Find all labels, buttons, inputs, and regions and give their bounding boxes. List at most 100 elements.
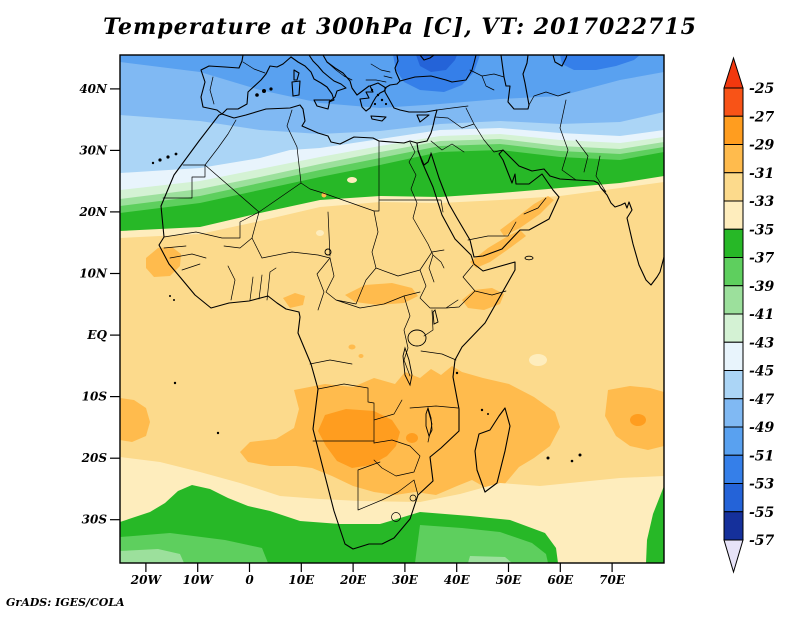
coastline-africa (158, 104, 516, 550)
shade-spot-pale-indianocean (529, 354, 547, 366)
colorbar-segment (723, 172, 744, 202)
coastline-mediterranean-north (221, 56, 292, 115)
borders-central-asia (528, 91, 607, 193)
coastline-sardinia (291, 80, 301, 97)
coastline-turkey-aegean-levant (384, 87, 438, 144)
shade-orange-core-27-29 (318, 409, 400, 468)
colorbar-segment (723, 257, 744, 287)
y-tick-label: 20S (81, 451, 108, 465)
colorbar-segment (723, 200, 744, 230)
shade-orange-dot-congo2 (358, 354, 364, 358)
geography-overlay (151, 55, 664, 550)
colorbar-label: -33 (749, 194, 775, 210)
coastline-madagascar (474, 407, 511, 493)
coastline-bosphorus-blacksea-west (384, 55, 401, 89)
y-axis-labels: 40N 30N 20N 10N EQ 10S 20S 30S (78, 82, 108, 527)
colorbar-label: -41 (749, 307, 774, 323)
colorbar-label: -49 (749, 420, 775, 436)
colorbar-label: -43 (749, 335, 775, 351)
x-axis-ticks (145, 563, 613, 572)
shade-orange-east-core (630, 414, 646, 426)
coastline-crimea-stub (419, 55, 435, 61)
x-tick-label: 10E (288, 573, 315, 587)
shade-spot-pale-mali (316, 230, 324, 236)
borders-northwest-africa (162, 119, 260, 239)
colorbar-segment (723, 511, 744, 541)
colorbar-segment (723, 398, 744, 428)
plot-title: Temperature at 300hPa [C], VT: 201702271… (103, 14, 697, 40)
lake-turkana (432, 309, 439, 325)
x-tick-label: 10W (183, 573, 215, 587)
coastline-caspian (500, 55, 530, 110)
shade-orange-atlantic-sw (120, 398, 150, 442)
x-tick-label: 20W (130, 573, 163, 587)
x-tick-label: 60E (547, 573, 574, 587)
lake-chad (324, 248, 332, 256)
x-tick-label: 40E (444, 573, 471, 587)
colorbar-label: -39 (749, 279, 775, 295)
borders-arabia (467, 197, 547, 241)
island-dots (151, 87, 582, 463)
shade-orange-senegal (146, 247, 181, 277)
lake-tanganyika (402, 346, 413, 387)
colorbar-label: -47 (749, 392, 775, 408)
borders-central-africa (309, 359, 403, 444)
colorbar-label: -31 (749, 166, 774, 182)
colorbar-segment (723, 285, 744, 315)
coastline-socotra (524, 255, 534, 261)
shade-blob-51-53-east (560, 55, 640, 70)
y-tick-label: 30N (79, 144, 108, 158)
colorbar-segment (723, 228, 744, 258)
borders-horn-of-africa (419, 249, 507, 309)
border-lesotho (391, 512, 401, 522)
shade-orange-dot-congo1 (348, 344, 356, 350)
y-tick-label: 20N (78, 205, 108, 219)
shade-orange-southsudan (345, 283, 418, 305)
colorbar-segment (723, 483, 744, 513)
colorbar-label: -55 (749, 505, 774, 521)
colorbar: -25 -27 -29 -31 -33 -35 -37 -39 -41 -43 … (723, 56, 775, 574)
borders-west-africa (163, 245, 331, 311)
borders-middle-east (430, 69, 505, 153)
borders-algeria-libya-egypt (258, 109, 444, 213)
borders-sahel (223, 211, 331, 259)
colorbar-segment (723, 426, 744, 456)
grads-credit: GrADS: IGES/COLA (6, 596, 125, 609)
coastline-iberia-atlantic (200, 55, 244, 115)
y-tick-label: EQ (86, 328, 107, 342)
colorbar-label: -25 (749, 81, 774, 97)
colorbar-segment (723, 87, 744, 117)
colorbar-segment (723, 115, 744, 145)
shade-orange-core-spot (406, 433, 418, 443)
y-axis-ticks (110, 88, 120, 521)
coastline-arabia-gulf-india (430, 149, 664, 286)
borders-chad-sudan-car (325, 210, 421, 309)
shade-north-49-51 (120, 55, 664, 108)
colorbar-label: -35 (749, 222, 774, 238)
colorbar-label: -53 (749, 477, 775, 493)
river-nile (408, 141, 445, 283)
shade-south-39-41-secorner (468, 556, 512, 563)
colorbar-segment (723, 454, 744, 484)
colorbar-segment (723, 341, 744, 371)
shade-south-37-39-east (415, 525, 548, 563)
coastline-cyprus (416, 114, 430, 123)
colorbar-label: -27 (749, 109, 775, 125)
y-tick-label: 30S (82, 513, 108, 527)
shade-south-39-41-swcorner (120, 549, 184, 563)
temperature-shading (120, 55, 664, 563)
coastline-crete (370, 115, 387, 122)
lake-victoria (407, 329, 427, 347)
coastline-sinai (417, 150, 432, 166)
coastline-italy (290, 55, 347, 103)
shade-orange-ghana (283, 293, 305, 308)
colorbar-under-arrow (723, 539, 744, 574)
colorbar-label: -37 (749, 251, 775, 267)
shade-spot-pale-libya (347, 177, 357, 183)
coastline-aral-tip (552, 55, 568, 67)
y-tick-label: 10S (82, 390, 108, 404)
colorbar-labels: -25 -27 -29 -31 -33 -35 -37 -39 -41 -43 … (749, 81, 775, 549)
colorbar-segment (723, 370, 744, 400)
